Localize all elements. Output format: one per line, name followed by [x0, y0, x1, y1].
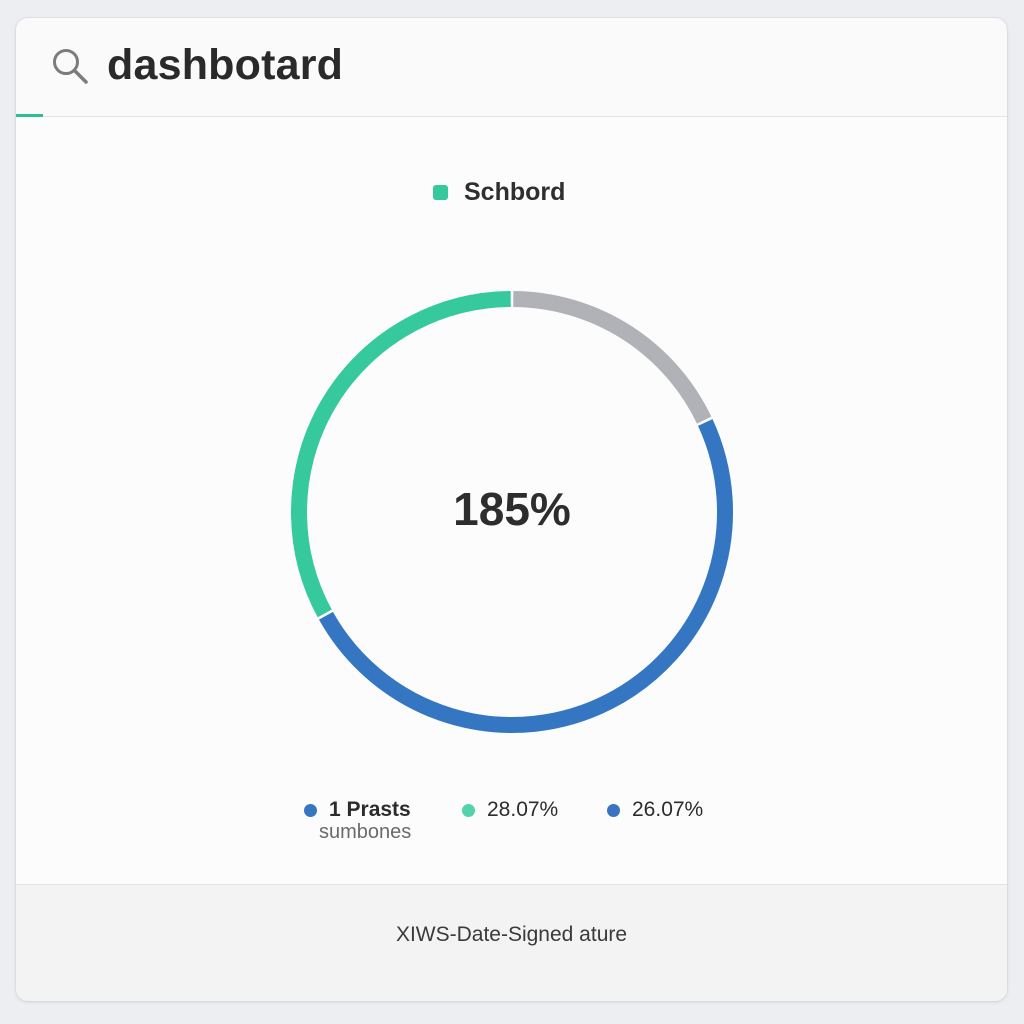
stat-sublabel: sumbones [319, 821, 412, 843]
stat-dot [304, 803, 317, 817]
donut-slice [513, 291, 712, 424]
dashboard-card: dashbotard Schbord 185% 1 Prasts sumbone… [16, 18, 1007, 1001]
chart-area: Schbord 185% 1 Prasts sumbones 28.07% 26… [16, 117, 1007, 884]
stat-item: 28.07% [462, 797, 558, 823]
footer-text: XIWS-Date-Signed ature [395, 923, 628, 946]
active-tab-indicator [16, 114, 43, 117]
donut-slice [318, 419, 733, 733]
search-icon[interactable] [50, 46, 90, 86]
donut-slice [291, 291, 511, 618]
stat-dot [607, 803, 620, 817]
legend-label: Schbord [464, 177, 566, 206]
header: dashbotard [16, 18, 1007, 117]
chart-legend: Schbord [433, 177, 565, 207]
stat-item: 1 Prasts [304, 797, 411, 823]
stat-item: 26.07% [607, 797, 703, 823]
legend-swatch [433, 184, 448, 200]
stats-row: 1 Prasts sumbones 28.07% 26.07% [16, 797, 1007, 857]
donut-chart: 185% [291, 291, 733, 733]
page-title: dashbotard [107, 41, 344, 89]
stat-label: 26.07% [632, 798, 704, 821]
donut-center-label: 185% [453, 483, 571, 535]
footer: XIWS-Date-Signed ature [16, 884, 1007, 1001]
stat-dot [462, 803, 475, 817]
stat-label: 28.07% [487, 798, 559, 821]
stat-label: 1 Prasts [329, 798, 411, 821]
